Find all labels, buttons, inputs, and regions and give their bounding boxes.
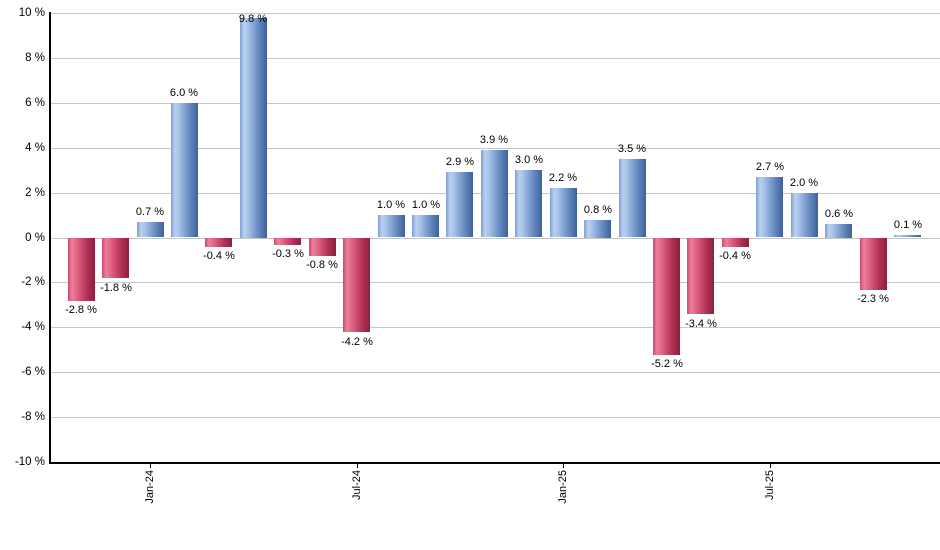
- y-tick-label: -10 %: [14, 456, 45, 468]
- bar-value-label: -0.8 %: [306, 259, 338, 271]
- bar-value-label: -4.2 %: [341, 336, 373, 348]
- y-tick-label: -2 %: [21, 276, 45, 288]
- gridline: [51, 327, 940, 328]
- y-tick-label: 6 %: [25, 97, 45, 109]
- x-tick-label: Jul-24: [351, 470, 363, 500]
- y-tick-label: 8 %: [25, 52, 45, 64]
- bar-value-label: 2.9 %: [445, 156, 475, 168]
- bar[interactable]: [619, 158, 646, 238]
- y-tick-label: 0 %: [25, 232, 45, 244]
- bar[interactable]: [653, 238, 680, 355]
- bar[interactable]: [309, 238, 336, 256]
- bar[interactable]: [687, 238, 714, 315]
- bar[interactable]: [240, 17, 267, 238]
- y-tick-label: 4 %: [25, 142, 45, 154]
- bar[interactable]: [584, 219, 611, 238]
- bar-value-label: -0.3 %: [272, 248, 304, 260]
- bar[interactable]: [481, 149, 508, 238]
- bar-value-label: 0.6 %: [824, 208, 854, 220]
- x-tick-label: Jul-25: [764, 470, 776, 500]
- bar-value-label: 9.8 %: [238, 13, 268, 25]
- bar[interactable]: [515, 170, 542, 238]
- bar-value-label: 0.1 %: [893, 219, 923, 231]
- gridline: [51, 282, 940, 283]
- bar[interactable]: [860, 238, 887, 290]
- gridline: [51, 103, 940, 104]
- bar[interactable]: [791, 192, 818, 238]
- y-tick-label: 2 %: [25, 187, 45, 199]
- y-tick-label: -8 %: [21, 411, 45, 423]
- bar-value-label: 3.0 %: [514, 154, 544, 166]
- bar[interactable]: [894, 235, 921, 238]
- bar-value-label: 6.0 %: [169, 87, 199, 99]
- bar[interactable]: [722, 238, 749, 247]
- gridline: [51, 58, 940, 59]
- gridline: [51, 372, 940, 373]
- gridline: [51, 13, 940, 14]
- bar-value-label: 1.0 %: [376, 199, 406, 211]
- bar[interactable]: [412, 215, 439, 238]
- y-axis: [49, 12, 51, 463]
- bar-value-label: -3.4 %: [685, 318, 717, 330]
- bar-value-label: -2.3 %: [857, 293, 889, 305]
- y-tick-label: -4 %: [21, 321, 45, 333]
- bar[interactable]: [274, 238, 301, 245]
- bar[interactable]: [68, 238, 95, 301]
- bar-value-label: 3.5 %: [617, 143, 647, 155]
- bar-value-label: 2.7 %: [755, 161, 785, 173]
- bar[interactable]: [378, 215, 405, 238]
- bar-value-label: 2.0 %: [789, 177, 819, 189]
- bar-value-label: 1.0 %: [411, 199, 441, 211]
- x-axis: [49, 462, 940, 464]
- bar-value-label: 3.9 %: [479, 134, 509, 146]
- bar[interactable]: [756, 176, 783, 238]
- gridline: [51, 238, 940, 239]
- bar-value-label: -5.2 %: [651, 358, 683, 370]
- bar-value-label: 2.2 %: [548, 172, 578, 184]
- bar-value-label: -0.4 %: [719, 250, 751, 262]
- bar[interactable]: [102, 238, 129, 279]
- bar-value-label: -2.8 %: [65, 304, 97, 316]
- bar[interactable]: [205, 238, 232, 247]
- x-axis-tick: [563, 462, 564, 468]
- bar[interactable]: [550, 188, 577, 238]
- gridline: [51, 148, 940, 149]
- bar[interactable]: [825, 224, 852, 238]
- x-axis-tick: [150, 462, 151, 468]
- bar-value-label: -1.8 %: [100, 282, 132, 294]
- bar[interactable]: [171, 102, 198, 238]
- gridline: [51, 417, 940, 418]
- bar[interactable]: [343, 238, 370, 333]
- x-axis-tick: [770, 462, 771, 468]
- y-tick-label: 10 %: [18, 7, 45, 19]
- x-tick-label: Jan-25: [557, 470, 569, 504]
- x-tick-label: Jan-24: [144, 470, 156, 504]
- x-axis-tick: [357, 462, 358, 468]
- y-tick-label: -6 %: [21, 366, 45, 378]
- bar-value-label: -0.4 %: [203, 250, 235, 262]
- bar-value-label: 0.7 %: [135, 206, 165, 218]
- bar[interactable]: [446, 172, 473, 238]
- bar[interactable]: [137, 221, 164, 238]
- bar-value-label: 0.8 %: [583, 204, 613, 216]
